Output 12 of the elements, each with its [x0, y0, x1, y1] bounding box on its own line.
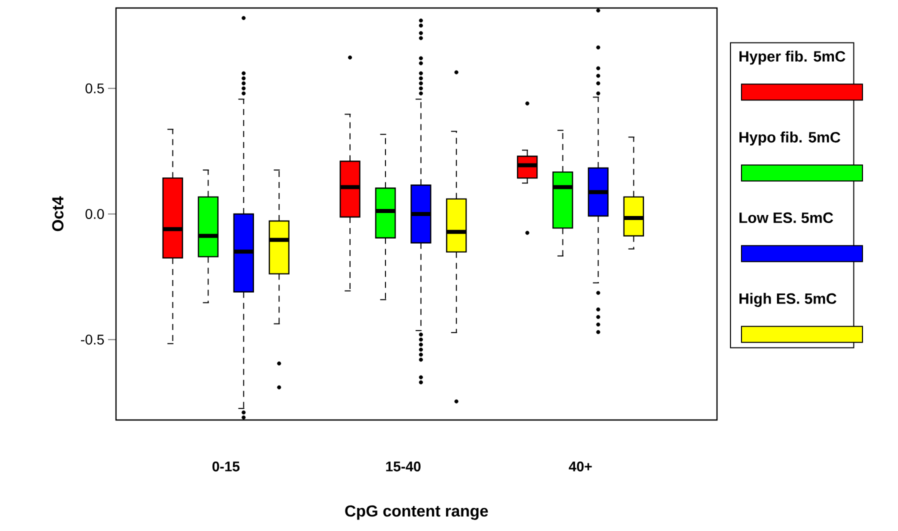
- y-tick-label: 0.0: [86, 209, 104, 219]
- text: Hypo fib. 5mC: [739, 132, 840, 146]
- x-axis-title: CpG content range: [345, 505, 488, 520]
- y-tick-label: -0.5: [80, 334, 104, 345]
- x-tick-label: 15-40: [386, 462, 421, 472]
- y-axis-title: Oct4: [52, 196, 64, 232]
- text: Hyper fib. 5mC: [739, 50, 846, 65]
- text: High ES. 5mC: [739, 292, 836, 307]
- x-tick-label: 40+: [568, 462, 592, 472]
- y-tick-label: 0.5: [86, 83, 104, 94]
- x-tick-label: 0-15: [212, 462, 240, 472]
- text: Low ES. 5mC: [739, 212, 834, 224]
